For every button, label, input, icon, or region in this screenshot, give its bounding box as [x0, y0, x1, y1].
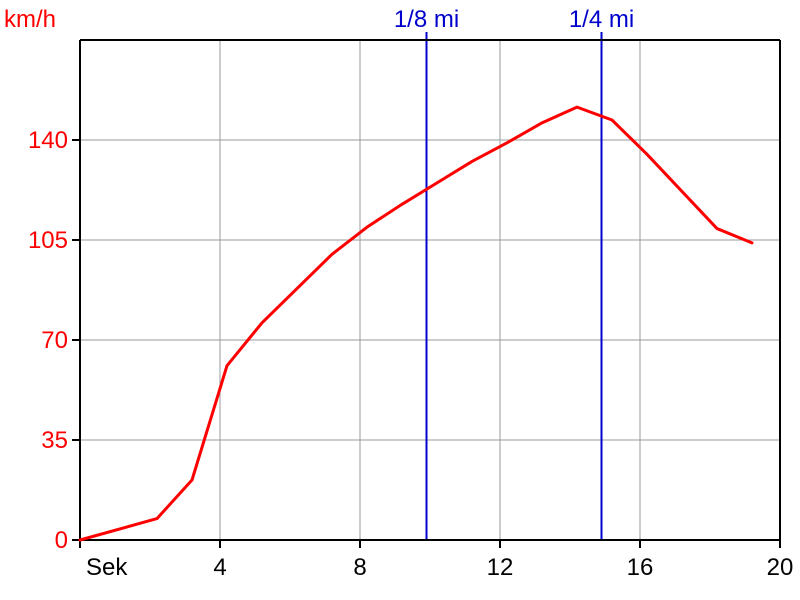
- distance-marker-label: 1/4 mi: [569, 6, 634, 33]
- speed-data-point: [436, 181, 439, 184]
- speed-data-point: [226, 364, 229, 367]
- x-tick-label: 8: [353, 554, 366, 581]
- y-tick-label: 35: [41, 427, 68, 454]
- speed-data-point: [506, 141, 509, 144]
- axis-layer: [72, 39, 781, 548]
- speed-data-point: [401, 203, 404, 206]
- series-layer: [78, 105, 754, 542]
- speed-data-point: [191, 479, 194, 482]
- speed-data-point: [296, 287, 299, 290]
- speed-data-point: [79, 539, 82, 542]
- y-tick-label: 70: [41, 327, 68, 354]
- speed-data-point: [576, 106, 579, 109]
- speed-data-point: [716, 227, 719, 230]
- speed-data-point: [541, 121, 544, 124]
- speed-data-point: [681, 190, 684, 193]
- distance-marker-label: 1/8 mi: [394, 6, 459, 33]
- speed-data-point: [156, 517, 159, 520]
- y-tick-label: 0: [55, 527, 68, 554]
- label-layer: km/h Sek 0 35 70 105 140 4 8 12 16 20: [4, 6, 793, 581]
- speed-data-point: [646, 153, 649, 156]
- speed-data-point: [751, 241, 754, 244]
- y-axis-label: km/h: [4, 6, 56, 33]
- speed-data-point: [331, 253, 334, 256]
- y-tick-label: 105: [28, 227, 68, 254]
- marker-layer: 1/8 mi 1/4 mi: [394, 6, 634, 540]
- speed-data-point: [366, 226, 369, 229]
- speed-series-line: [78, 105, 754, 542]
- speed-data-point: [471, 160, 474, 163]
- x-tick-label: 12: [487, 554, 514, 581]
- speed-data-point: [261, 321, 264, 324]
- x-axis-label: Sek: [86, 554, 128, 581]
- x-tick-label: 16: [627, 554, 654, 581]
- grid-layer: [80, 40, 780, 540]
- speed-data-point: [611, 119, 614, 122]
- y-tick-label: 140: [28, 127, 68, 154]
- x-tick-label: 4: [213, 554, 226, 581]
- x-tick-label: 20: [767, 554, 794, 581]
